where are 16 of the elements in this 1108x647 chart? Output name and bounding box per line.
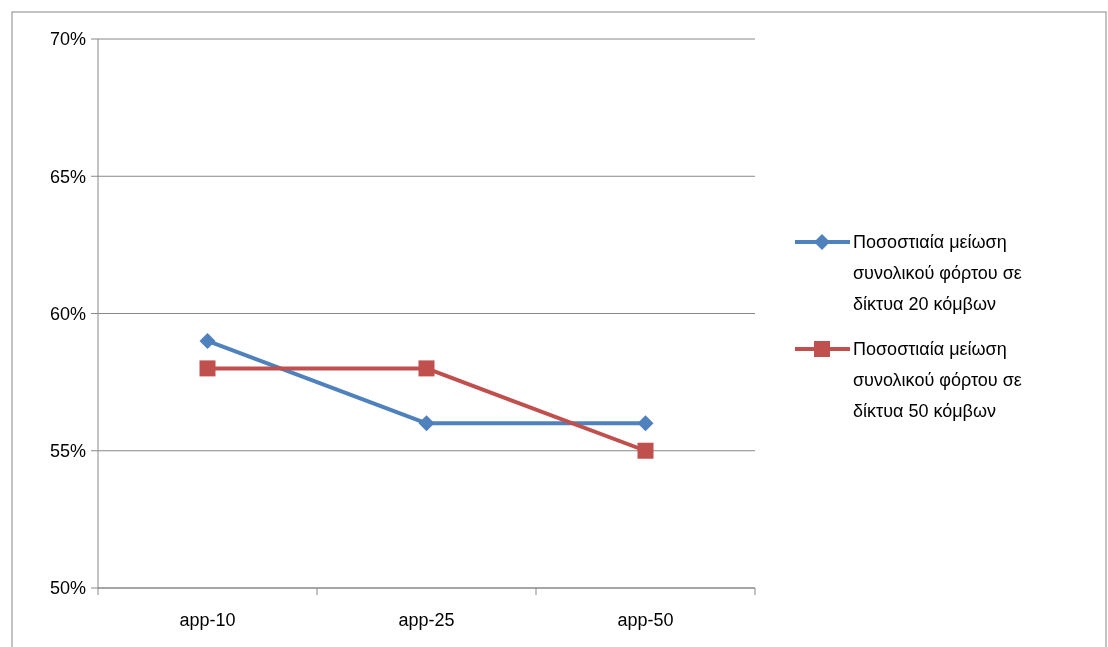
point bbox=[637, 442, 654, 459]
point bbox=[418, 360, 435, 377]
x-tick-label: app-50 bbox=[617, 610, 674, 630]
y-tick-label: 65% bbox=[49, 166, 86, 187]
x-tick-label: app-25 bbox=[398, 610, 455, 630]
point bbox=[637, 415, 654, 432]
legend-label: Ποσοστιαία μείωση συνολικού φόρτου σε δίκτυα 20 κόμβων bbox=[853, 232, 1022, 315]
point bbox=[418, 415, 435, 432]
y-tick-label: 70% bbox=[49, 29, 86, 50]
point bbox=[199, 332, 216, 349]
legend-label: Ποσοστιαία μείωση συνολικού φόρτου σε δίκτυα 50 κόμβων bbox=[853, 339, 1022, 422]
y-tick-label: 50% bbox=[49, 578, 86, 599]
x-tick-label: app-10 bbox=[179, 610, 236, 630]
point bbox=[199, 360, 216, 377]
y-tick-label: 60% bbox=[49, 303, 86, 324]
y-tick-label: 55% bbox=[49, 441, 86, 462]
